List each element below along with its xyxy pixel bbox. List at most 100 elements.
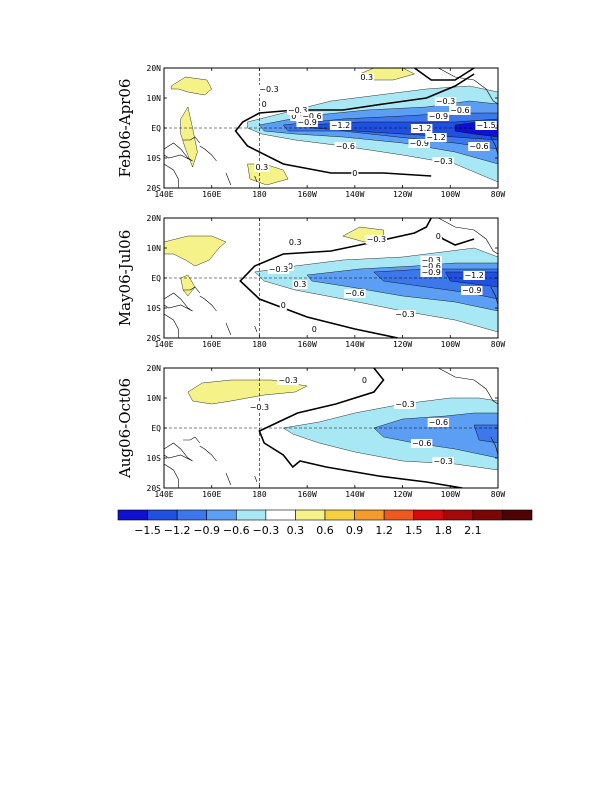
contour-fill-0.3 <box>187 379 308 405</box>
coastline <box>183 286 201 294</box>
contour-label: −1.2 <box>426 133 445 142</box>
y-tick-label: 10S <box>147 154 162 163</box>
contour-label: −0.9 <box>429 112 448 121</box>
colorbar-swatch <box>206 509 237 521</box>
zero-contour <box>234 73 475 177</box>
contour-fill-0.3 <box>171 76 212 96</box>
panel-shading: 0.3 −0.3 00−0.3−0.3−0.6−0.9 −1.2−0.9−0.6−0.… <box>164 218 498 338</box>
y-tick-label: 10N <box>147 94 162 103</box>
panel-shading: −0.30.30.30−0.3−0.6−0.9 −1.2 −1.2 −1.5−0.3−… <box>164 68 498 188</box>
x-tick-label: 160E <box>202 340 221 349</box>
colorbar-swatch <box>235 509 267 521</box>
contour-label: −0.3 <box>250 403 269 412</box>
coastline <box>254 325 258 333</box>
contour-label: −0.3 <box>436 97 455 106</box>
coastline <box>183 436 201 444</box>
contour-label: −0.3 <box>259 85 278 94</box>
contour-label: 0 <box>281 301 286 310</box>
contour-label: −0.6 <box>302 112 321 121</box>
y-tick-label: 10N <box>147 394 162 403</box>
x-tick-label: 160E <box>202 490 221 499</box>
x-tick-label: 80W <box>491 340 506 349</box>
x-tick-label: 140E <box>154 340 173 349</box>
y-tick-label: 10S <box>147 304 162 313</box>
y-tick-label: 20N <box>147 214 162 223</box>
colorbar-label: 1.2 <box>375 524 393 537</box>
colorbar-label: 1.8 <box>435 524 453 537</box>
coastline <box>225 472 232 486</box>
x-tick-label: 80W <box>491 190 506 199</box>
x-tick-label: 100W <box>441 490 460 499</box>
contour-label: −0.9 <box>410 139 429 148</box>
contour-label: −1.5 <box>476 121 495 130</box>
x-tick-label: 160W <box>298 190 317 199</box>
x-tick-label: 80W <box>491 490 506 499</box>
contour-label: 0 <box>262 100 267 109</box>
contour-label: −0.6 <box>345 289 364 298</box>
coastline <box>183 136 201 144</box>
coastline <box>199 295 217 312</box>
y-tick-label: EQ <box>151 274 161 283</box>
contour-label: −0.9 <box>421 268 440 277</box>
contour-label: −0.3 <box>278 376 297 385</box>
contour-label: −0.3 <box>367 235 386 244</box>
panel-period-label: May06-Jul06 <box>116 230 134 327</box>
x-tick-label: 160W <box>298 340 317 349</box>
colorbar-swatch <box>265 509 296 521</box>
contour-label: 0 <box>362 376 367 385</box>
x-tick-label: 120W <box>393 340 412 349</box>
colorbar-swatch <box>413 509 444 521</box>
contour-label: 0.3 <box>291 112 304 121</box>
y-tick-label: 10S <box>147 454 162 463</box>
coastline <box>164 313 179 338</box>
contour-label: −0.3 <box>433 457 452 466</box>
coastline <box>438 368 498 405</box>
colorbar-swatch <box>117 509 148 521</box>
y-tick-label: 10N <box>147 244 162 253</box>
coastline <box>199 445 217 462</box>
colorbar-label: 0.6 <box>316 524 334 537</box>
colorbar-label: −0.9 <box>193 524 220 537</box>
colorbar-swatch <box>354 509 385 521</box>
y-tick-label: 20S <box>147 484 162 493</box>
colorbar-label: 0.3 <box>287 524 305 537</box>
colorbar-swatch <box>176 509 208 521</box>
coastline <box>164 142 193 162</box>
contour-label: −0.3 <box>288 106 307 115</box>
contour-label: −1.2 <box>331 121 350 130</box>
colorbar-swatch <box>295 509 326 521</box>
contour-label: −0.3 <box>269 265 288 274</box>
contour-label: 0.3 <box>360 73 373 82</box>
coastline <box>490 436 498 456</box>
y-tick-label: 20S <box>147 334 162 343</box>
contour-label: −0.6 <box>412 439 431 448</box>
contour-label: −1.2 <box>412 124 431 133</box>
contour-fill-0.3 <box>180 106 198 168</box>
contour-label: 0.3 <box>289 238 302 247</box>
zero-contour <box>414 68 475 81</box>
contour-label: 0 <box>436 232 441 241</box>
coastline <box>164 442 193 462</box>
contour-label: −0.3 <box>395 310 414 319</box>
colorbar-swatch <box>472 509 503 521</box>
colorbar-swatch <box>324 509 355 521</box>
x-tick-label: 100W <box>441 340 460 349</box>
contour-label: −1.2 <box>464 271 483 280</box>
coastline <box>199 145 217 162</box>
contour-label: 0 <box>312 325 317 334</box>
contour-label: −0.3 <box>433 157 452 166</box>
x-tick-label: 160W <box>298 490 317 499</box>
x-tick-label: 180 <box>252 190 267 199</box>
contour-label: −0.6 <box>421 262 440 271</box>
contour-label: −0.6 <box>469 142 488 151</box>
coastline <box>164 463 179 488</box>
y-tick-label: 20S <box>147 184 162 193</box>
colorbar: −1.5 −1.2 −0.9 −0.6 −0.3 0.3 0.6 0.9 1.2 1.5 1.8 2.… <box>117 509 533 537</box>
colorbar-label: −1.5 <box>134 524 161 537</box>
y-tick-label: EQ <box>151 124 161 133</box>
coastline <box>164 292 193 312</box>
contour-label: 0 <box>352 169 357 178</box>
x-tick-label: 160E <box>202 190 221 199</box>
